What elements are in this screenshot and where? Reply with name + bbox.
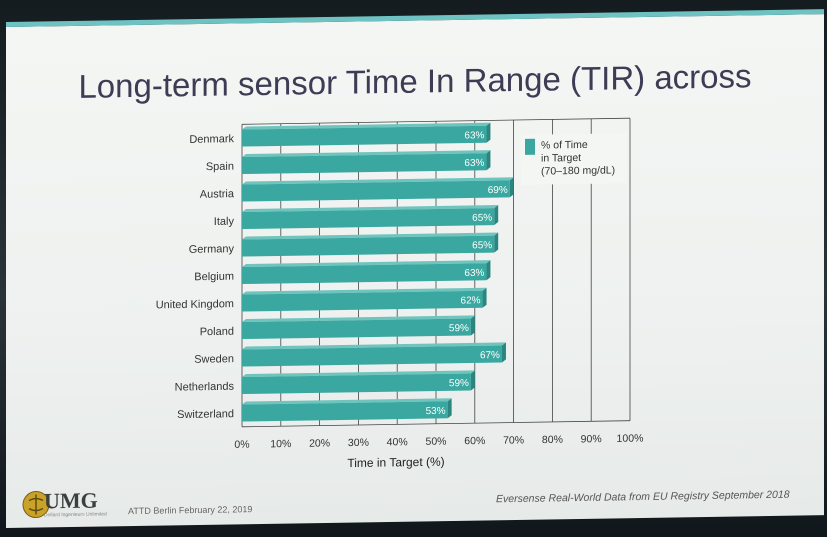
bar-top (242, 122, 491, 130)
bar-top (242, 260, 491, 268)
bar (242, 263, 487, 285)
x-tick-label: 0% (234, 439, 249, 451)
bar-top (242, 205, 499, 213)
bar-top (242, 232, 499, 240)
bar (242, 373, 471, 395)
category-label: Sweden (194, 353, 234, 366)
category-label: Austria (200, 188, 235, 201)
bar (242, 153, 487, 175)
bar-value-label: 69% (488, 185, 508, 196)
bar (242, 235, 495, 257)
bar-value-label: 62% (461, 295, 481, 306)
legend-swatch (525, 138, 535, 155)
category-label: Belgium (194, 271, 234, 284)
x-tick-label: 90% (581, 433, 602, 445)
bar-side (482, 287, 487, 308)
legend-label: % of Time (541, 139, 588, 152)
grid-top (242, 117, 630, 125)
bar-side (486, 260, 491, 281)
bar-value-label: 65% (472, 240, 492, 251)
logo-text: UMG (44, 487, 98, 514)
bar-side (470, 370, 475, 391)
bar-side (494, 205, 499, 226)
legend-label: (70–180 mg/dL) (541, 164, 615, 177)
category-label: Denmark (189, 133, 234, 146)
category-label: Switzerland (177, 408, 234, 421)
bar-top (242, 150, 491, 158)
bar-value-label: 65% (472, 213, 492, 224)
x-tick-label: 50% (425, 436, 446, 448)
x-axis-label: Time in Target (%) (347, 455, 444, 471)
x-tick-label: 70% (503, 434, 524, 446)
presentation-slide: Long-term sensor Time In Range (TIR) acr… (6, 9, 824, 528)
x-tick-label: 30% (348, 437, 369, 449)
x-tick-label: 40% (387, 436, 408, 448)
bar-top (242, 342, 506, 350)
x-tick-label: 20% (309, 437, 330, 449)
bar-side (486, 150, 491, 171)
bar-top (242, 370, 475, 378)
bar-side (470, 315, 475, 336)
chart-labels: 0% 10% 20% 30% 40% 50% 60% 70% 80% 90% 100% Time in… (156, 130, 644, 471)
category-label: Netherlands (175, 381, 235, 394)
bar (242, 318, 471, 340)
bar-side (486, 122, 491, 143)
bar-side (447, 398, 452, 419)
umg-logo-icon (22, 491, 50, 519)
bar-top (242, 287, 487, 295)
bar-value-label: 63% (464, 158, 484, 169)
bar (242, 208, 495, 230)
bar (242, 290, 483, 312)
x-tick-label: 10% (270, 438, 291, 450)
bar-value-label: 59% (449, 323, 469, 334)
bar-value-label: 63% (464, 130, 484, 141)
bar-value-label: 53% (426, 406, 446, 417)
bar-side (494, 232, 499, 253)
legend-label: in Target (541, 152, 581, 165)
bar-value-label: 59% (449, 378, 469, 389)
grid-bottom (242, 420, 630, 428)
legend-box (521, 133, 627, 185)
bar-value-label: 67% (480, 350, 500, 361)
bar-value-label: 63% (464, 268, 484, 279)
bar (242, 345, 502, 367)
bar (242, 401, 448, 422)
bar-top (242, 315, 475, 323)
bar (242, 125, 487, 147)
category-label: Italy (214, 216, 235, 228)
bar-top (242, 177, 514, 185)
category-label: Poland (200, 326, 234, 339)
logo-subtext: Dollard Ingenieurs Unlimited (44, 511, 107, 519)
footer-event: ATTD Berlin February 22, 2019 (128, 504, 253, 517)
x-tick-label: 60% (464, 435, 485, 447)
category-label: Germany (189, 243, 235, 256)
x-tick-label: 80% (542, 434, 563, 446)
bar-side (509, 177, 514, 198)
category-label: Spain (206, 161, 234, 173)
bar-side (501, 342, 506, 363)
category-label: United Kingdom (156, 298, 234, 311)
bar-chart: 0% 10% 20% 30% 40% 50% 60% 70% 80% 90% 100% Time in… (156, 117, 644, 471)
x-tick-label: 100% (617, 432, 644, 444)
chart-bars (242, 122, 514, 422)
bar-top (242, 398, 452, 405)
bar (242, 180, 510, 202)
